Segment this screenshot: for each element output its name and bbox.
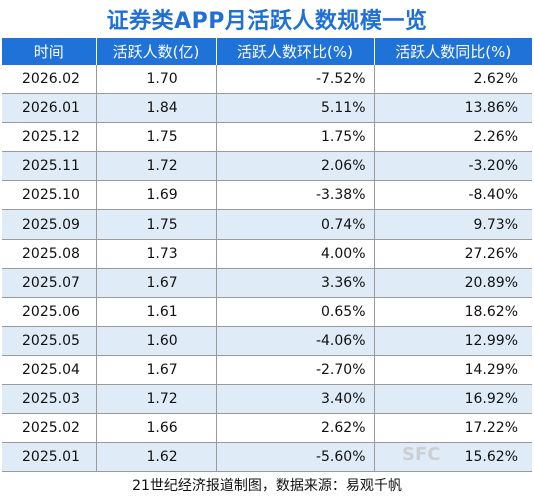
cell-mom: -4.06%: [216, 326, 375, 356]
cell-active-users: 1.67: [96, 355, 217, 386]
column-header-yoy: 活跃人数同比(%): [374, 38, 532, 65]
watermark-logo: SFC: [402, 444, 441, 465]
cell-mom: 2.06%: [216, 151, 375, 182]
cell-mom: 2.62%: [216, 413, 375, 444]
table-body: 2026.02 1.70 -7.52% 2.62% 2026.01 1.84 5.11% 13…: [2, 65, 532, 473]
cell-yoy: 9.73%: [374, 209, 532, 240]
data-table: 时间 活跃人数(亿) 活跃人数环比(%) 活跃人数同比(%) 2026.02 1.…: [2, 38, 532, 473]
cell-yoy: 17.22%: [374, 413, 532, 444]
table-row: 2025.07 1.67 3.36% 20.89%: [2, 268, 532, 298]
cell-time: 2025.06: [2, 297, 97, 327]
cell-active-users: 1.60: [96, 326, 217, 356]
cell-yoy: 2.26%: [374, 122, 532, 153]
cell-time: 2025.04: [2, 355, 97, 386]
cell-active-users: 1.66: [96, 413, 217, 444]
column-header-active-users: 活跃人数(亿): [96, 38, 217, 65]
table-row: 2025.04 1.67 -2.70% 14.29%: [2, 355, 532, 386]
table-row: 2025.10 1.69 -3.38% -8.40%: [2, 180, 532, 211]
cell-active-users: 1.72: [96, 384, 217, 415]
cell-mom: 3.40%: [216, 384, 375, 415]
cell-yoy: 2.62%: [374, 65, 532, 95]
cell-time: 2025.11: [2, 151, 97, 182]
cell-yoy: 15.62%: [374, 442, 532, 473]
cell-time: 2025.10: [2, 180, 97, 211]
table-row: 2025.12 1.75 1.75% 2.26%: [2, 122, 532, 153]
cell-active-users: 1.70: [96, 65, 217, 95]
column-header-time: 时间: [2, 38, 97, 65]
cell-mom: 4.00%: [216, 239, 375, 269]
column-header-mom: 活跃人数环比(%): [216, 38, 375, 65]
cell-yoy: 20.89%: [374, 268, 532, 298]
cell-time: 2025.09: [2, 209, 97, 240]
cell-time: 2025.07: [2, 268, 97, 298]
table-row: 2025.11 1.72 2.06% -3.20%: [2, 151, 532, 182]
cell-active-users: 1.62: [96, 442, 217, 473]
table-row: 2025.01 1.62 -5.60% 15.62%: [2, 442, 532, 473]
cell-yoy: 14.29%: [374, 355, 532, 386]
cell-time: 2025.02: [2, 413, 97, 444]
cell-yoy: 13.86%: [374, 93, 532, 124]
table-row: 2025.03 1.72 3.40% 16.92%: [2, 384, 532, 415]
cell-time: 2026.01: [2, 93, 97, 124]
cell-mom: -5.60%: [216, 442, 375, 473]
table-row: 2025.05 1.60 -4.06% 12.99%: [2, 326, 532, 356]
cell-mom: -3.38%: [216, 180, 375, 211]
cell-time: 2025.05: [2, 326, 97, 356]
table-row: 2026.02 1.70 -7.52% 2.62%: [2, 65, 532, 95]
cell-time: 2025.08: [2, 239, 97, 269]
table-row: 2025.06 1.61 0.65% 18.62%: [2, 297, 532, 327]
page-title: 证券类APP月活跃人数规模一览: [106, 9, 428, 34]
cell-mom: 0.74%: [216, 209, 375, 240]
cell-yoy: 16.92%: [374, 384, 532, 415]
cell-active-users: 1.61: [96, 297, 217, 327]
cell-active-users: 1.84: [96, 93, 217, 124]
table-row: 2025.08 1.73 4.00% 27.26%: [2, 239, 532, 269]
cell-active-users: 1.67: [96, 268, 217, 298]
table-row: 2025.09 1.75 0.74% 9.73%: [2, 209, 532, 240]
cell-active-users: 1.75: [96, 122, 217, 153]
cell-mom: -7.52%: [216, 65, 375, 95]
cell-mom: 1.75%: [216, 122, 375, 153]
cell-yoy: -3.20%: [374, 151, 532, 182]
cell-active-users: 1.75: [96, 209, 217, 240]
cell-active-users: 1.73: [96, 239, 217, 269]
cell-time: 2026.02: [2, 65, 97, 95]
source-caption: 21世纪经济报道制图，数据来源：易观千帆: [132, 478, 402, 494]
cell-mom: -2.70%: [216, 355, 375, 386]
table-row: 2026.01 1.84 5.11% 13.86%: [2, 93, 532, 124]
cell-time: 2025.01: [2, 442, 97, 473]
cell-yoy: 27.26%: [374, 239, 532, 269]
cell-mom: 3.36%: [216, 268, 375, 298]
cell-active-users: 1.72: [96, 151, 217, 182]
cell-yoy: -8.40%: [374, 180, 532, 211]
cell-time: 2025.03: [2, 384, 97, 415]
table-header-row: 时间 活跃人数(亿) 活跃人数环比(%) 活跃人数同比(%): [2, 38, 532, 65]
cell-time: 2025.12: [2, 122, 97, 153]
cell-active-users: 1.69: [96, 180, 217, 211]
cell-yoy: 18.62%: [374, 297, 532, 327]
cell-yoy: 12.99%: [374, 326, 532, 356]
cell-mom: 5.11%: [216, 93, 375, 124]
cell-mom: 0.65%: [216, 297, 375, 327]
table-row: 2025.02 1.66 2.62% 17.22%: [2, 413, 532, 444]
